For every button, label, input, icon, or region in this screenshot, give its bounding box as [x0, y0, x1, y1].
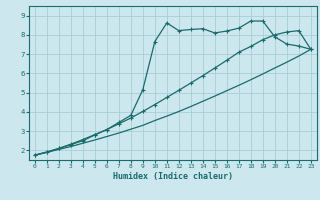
X-axis label: Humidex (Indice chaleur): Humidex (Indice chaleur): [113, 172, 233, 181]
